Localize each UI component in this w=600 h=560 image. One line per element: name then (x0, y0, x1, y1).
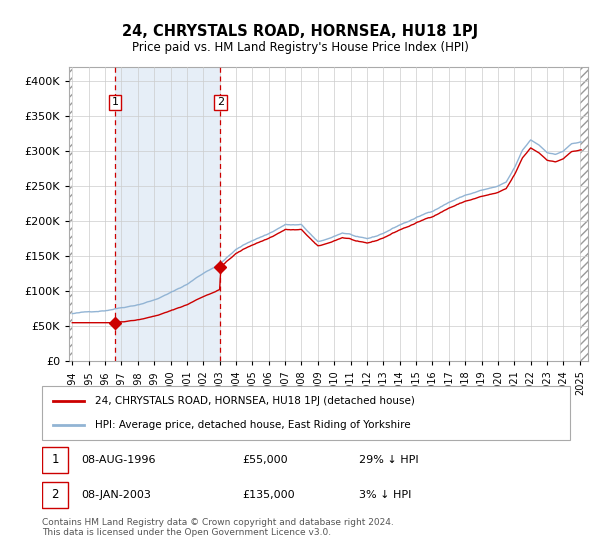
Text: 08-JAN-2003: 08-JAN-2003 (82, 490, 151, 500)
Text: 24, CHRYSTALS ROAD, HORNSEA, HU18 1PJ (detached house): 24, CHRYSTALS ROAD, HORNSEA, HU18 1PJ (d… (95, 396, 415, 406)
Text: £135,000: £135,000 (242, 490, 295, 500)
Text: 08-AUG-1996: 08-AUG-1996 (82, 455, 156, 465)
Text: Contains HM Land Registry data © Crown copyright and database right 2024.
This d: Contains HM Land Registry data © Crown c… (42, 518, 394, 538)
Text: 1: 1 (112, 97, 118, 108)
Text: Price paid vs. HM Land Registry's House Price Index (HPI): Price paid vs. HM Land Registry's House … (131, 41, 469, 54)
FancyBboxPatch shape (42, 447, 68, 473)
Bar (69, 67, 72, 361)
Bar (580, 67, 596, 361)
Text: £55,000: £55,000 (242, 455, 288, 465)
Text: 3% ↓ HPI: 3% ↓ HPI (359, 490, 411, 500)
Text: HPI: Average price, detached house, East Riding of Yorkshire: HPI: Average price, detached house, East… (95, 420, 410, 430)
Text: 2: 2 (217, 97, 224, 108)
Bar (115, 67, 220, 361)
FancyBboxPatch shape (42, 386, 570, 440)
FancyBboxPatch shape (42, 482, 68, 508)
Text: 24, CHRYSTALS ROAD, HORNSEA, HU18 1PJ: 24, CHRYSTALS ROAD, HORNSEA, HU18 1PJ (122, 24, 478, 39)
Text: 29% ↓ HPI: 29% ↓ HPI (359, 455, 418, 465)
Text: 1: 1 (52, 454, 59, 466)
Text: 2: 2 (52, 488, 59, 501)
